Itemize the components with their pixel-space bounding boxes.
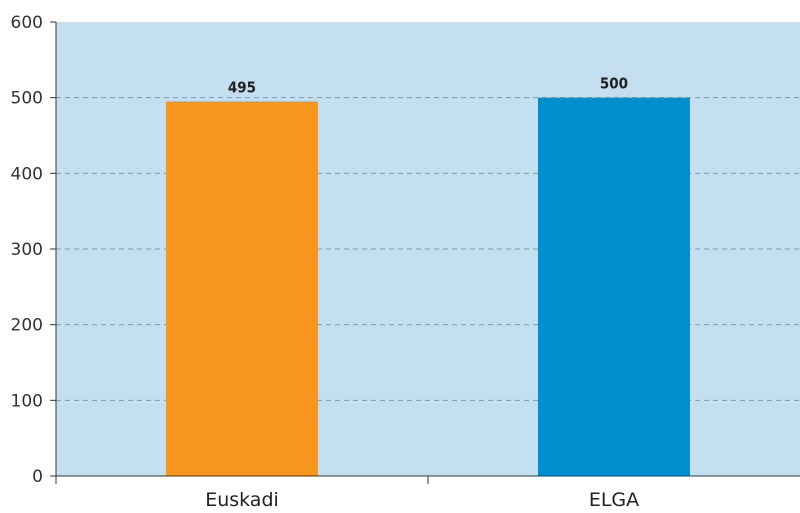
x-axis-labels: Euskadi ELGA: [205, 489, 639, 511]
y-tick-label-600: 600: [11, 13, 43, 33]
data-label-euskadi: 495: [228, 78, 256, 96]
y-tick-label-500: 500: [11, 89, 43, 109]
y-axis-ticks: 0 100 200 300 400 500 600: [11, 13, 56, 487]
y-tick-label-300: 300: [11, 240, 43, 260]
x-label-elga: ELGA: [589, 489, 639, 511]
bars: [166, 97, 690, 477]
gridlines: [56, 97, 800, 401]
y-tick-label-0: 0: [32, 467, 43, 487]
bar-euskadi: [166, 101, 318, 476]
bar-elga: [538, 97, 690, 477]
y-tick-label-200: 200: [11, 316, 43, 336]
y-tick-label-400: 400: [11, 164, 43, 184]
y-tick-label-100: 100: [11, 391, 43, 411]
data-labels: 495 500: [228, 75, 628, 97]
x-label-euskadi: Euskadi: [205, 489, 279, 511]
data-label-elga: 500: [600, 75, 628, 93]
